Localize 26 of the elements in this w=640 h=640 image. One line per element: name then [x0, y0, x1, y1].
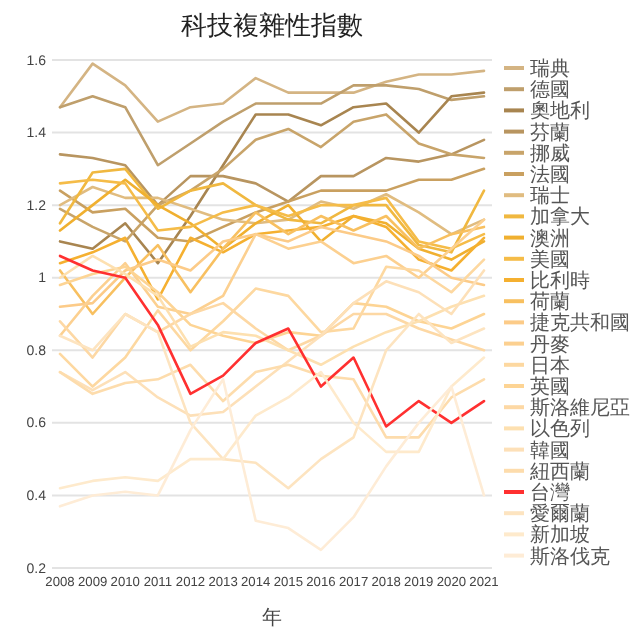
legend-label: 比利時: [530, 269, 590, 293]
legend-label: 奧地利: [530, 99, 590, 124]
chart-title: 科技複雜性指數: [181, 12, 363, 42]
legend-label: 台灣: [530, 481, 570, 505]
legend-label: 愛爾蘭: [530, 502, 590, 527]
legend-label: 加拿大: [530, 205, 590, 230]
legend-label: 以色列: [530, 417, 590, 442]
legend-label: 美國: [530, 247, 570, 272]
legend-label: 日本: [530, 353, 570, 378]
legend-label: 紐西蘭: [528, 459, 590, 484]
legend-label: 法國: [530, 163, 570, 187]
legend-label: 瑞士: [530, 184, 570, 209]
legend-label: 新加坡: [530, 523, 590, 548]
legend-label: 英國: [530, 375, 570, 399]
legend-label: 挪威: [530, 141, 570, 166]
legend-label: 德國: [530, 80, 570, 103]
legend-label: 澳洲: [530, 226, 570, 251]
legend-label: 芬蘭: [530, 120, 570, 145]
legend-label: 荷蘭: [530, 290, 570, 315]
x-axis-title: 年: [262, 606, 282, 630]
legend-label: 斯洛伐克: [530, 544, 610, 569]
legend-label: 瑞典: [530, 57, 570, 81]
legend-label: 斯洛維尼亞: [530, 396, 630, 421]
legend-label: 丹麥: [530, 332, 570, 357]
legend-label: 捷克共和國: [530, 311, 630, 336]
legend-label: 韓國: [530, 438, 570, 463]
